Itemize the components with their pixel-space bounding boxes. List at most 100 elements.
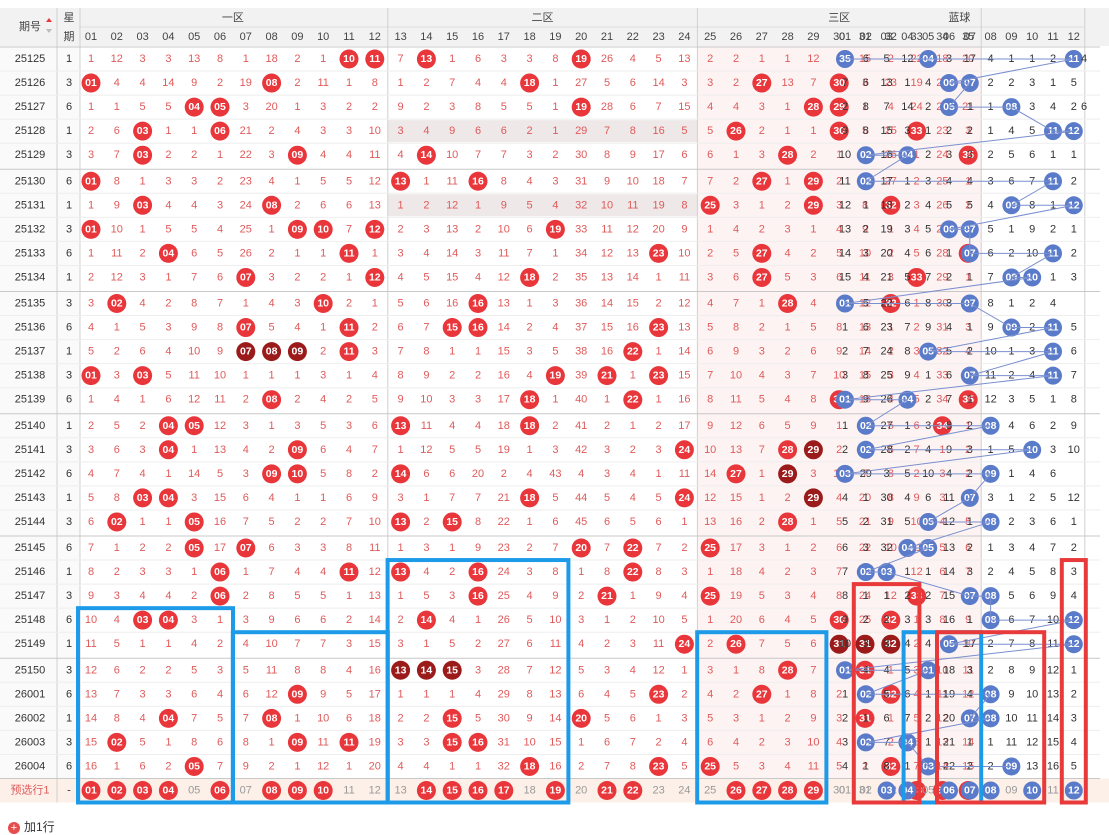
blue-ball[interactable] — [960, 781, 979, 800]
red-ball[interactable] — [365, 267, 385, 287]
red-ball[interactable] — [468, 318, 488, 338]
red-ball[interactable] — [571, 708, 591, 728]
red-ball[interactable] — [520, 267, 540, 287]
red-ball[interactable] — [520, 416, 540, 436]
blue-ball[interactable] — [877, 781, 896, 800]
red-ball[interactable] — [133, 488, 153, 508]
red-ball[interactable] — [133, 121, 153, 141]
add-row-button[interactable]: + 加1行 — [8, 818, 55, 835]
red-ball[interactable] — [339, 342, 359, 362]
red-ball[interactable] — [674, 488, 694, 508]
red-ball[interactable] — [236, 267, 256, 287]
red-ball[interactable] — [262, 464, 282, 484]
red-ball[interactable] — [520, 73, 540, 93]
red-ball[interactable] — [545, 219, 565, 239]
red-ball[interactable] — [649, 366, 669, 386]
red-ball[interactable] — [416, 49, 436, 69]
red-ball[interactable] — [442, 781, 462, 800]
red-ball[interactable] — [133, 610, 153, 630]
red-ball[interactable] — [365, 49, 385, 69]
red-ball[interactable] — [262, 390, 282, 410]
red-ball[interactable] — [700, 756, 720, 776]
red-ball[interactable] — [649, 684, 669, 704]
red-ball[interactable] — [442, 318, 462, 338]
blue-ball[interactable] — [1023, 781, 1042, 800]
red-ball[interactable] — [803, 781, 823, 800]
red-ball[interactable] — [778, 294, 798, 313]
red-ball[interactable] — [571, 49, 591, 69]
red-ball[interactable] — [597, 586, 617, 606]
red-ball[interactable] — [700, 195, 720, 215]
red-ball[interactable] — [881, 756, 901, 776]
red-ball[interactable] — [778, 512, 798, 532]
red-ball[interactable] — [623, 781, 643, 800]
red-ball[interactable] — [287, 342, 307, 362]
red-ball[interactable] — [210, 586, 230, 606]
red-ball[interactable] — [313, 219, 333, 239]
red-ball[interactable] — [262, 708, 282, 728]
red-ball[interactable] — [184, 416, 204, 436]
red-ball[interactable] — [210, 562, 230, 582]
red-ball[interactable] — [339, 243, 359, 263]
red-ball[interactable] — [623, 538, 643, 558]
red-ball[interactable] — [829, 121, 849, 141]
red-ball[interactable] — [778, 145, 798, 165]
red-ball[interactable] — [107, 732, 127, 752]
red-ball[interactable] — [184, 97, 204, 117]
red-ball[interactable] — [468, 294, 488, 313]
red-ball[interactable] — [416, 781, 436, 800]
red-ball[interactable] — [726, 464, 746, 484]
red-ball[interactable] — [649, 756, 669, 776]
red-ball[interactable] — [391, 416, 411, 436]
red-ball[interactable] — [107, 294, 127, 313]
red-ball[interactable] — [391, 660, 411, 680]
blue-ball[interactable] — [940, 781, 958, 800]
red-ball[interactable] — [262, 73, 282, 93]
red-ball[interactable] — [158, 243, 178, 263]
blue-ball[interactable] — [1064, 781, 1083, 800]
red-ball[interactable] — [184, 756, 204, 776]
red-ball[interactable] — [158, 610, 178, 630]
red-ball[interactable] — [339, 49, 359, 69]
red-ball[interactable] — [674, 440, 694, 460]
red-ball[interactable] — [468, 586, 488, 606]
red-ball[interactable] — [158, 440, 178, 460]
red-ball[interactable] — [855, 634, 875, 654]
red-ball[interactable] — [829, 610, 849, 630]
red-ball[interactable] — [803, 97, 823, 117]
red-ball[interactable] — [803, 440, 823, 460]
red-ball[interactable] — [158, 708, 178, 728]
red-ball[interactable] — [571, 538, 591, 558]
red-ball[interactable] — [752, 73, 772, 93]
red-ball[interactable] — [287, 684, 307, 704]
red-ball[interactable] — [81, 366, 101, 386]
red-ball[interactable] — [545, 781, 565, 800]
red-ball[interactable] — [442, 708, 462, 728]
blue-ball[interactable] — [981, 781, 1000, 800]
red-ball[interactable] — [107, 781, 127, 800]
red-ball[interactable] — [726, 781, 746, 800]
red-ball[interactable] — [958, 145, 978, 165]
red-ball[interactable] — [907, 121, 927, 141]
red-ball[interactable] — [107, 512, 127, 532]
red-ball[interactable] — [236, 538, 256, 558]
red-ball[interactable] — [133, 366, 153, 386]
red-ball[interactable] — [726, 121, 746, 141]
red-ball[interactable] — [81, 73, 101, 93]
red-ball[interactable] — [442, 512, 462, 532]
red-ball[interactable] — [339, 318, 359, 338]
red-ball[interactable] — [803, 488, 823, 508]
red-ball[interactable] — [468, 781, 488, 800]
red-ball[interactable] — [365, 219, 385, 239]
red-ball[interactable] — [623, 342, 643, 362]
red-ball[interactable] — [752, 684, 772, 704]
red-ball[interactable] — [520, 488, 540, 508]
red-ball[interactable] — [158, 416, 178, 436]
red-ball[interactable] — [520, 756, 540, 776]
red-ball[interactable] — [210, 781, 230, 800]
red-ball[interactable] — [133, 781, 153, 800]
red-ball[interactable] — [881, 610, 901, 630]
red-ball[interactable] — [881, 195, 901, 215]
red-ball[interactable] — [829, 73, 849, 93]
red-ball[interactable] — [520, 390, 540, 410]
